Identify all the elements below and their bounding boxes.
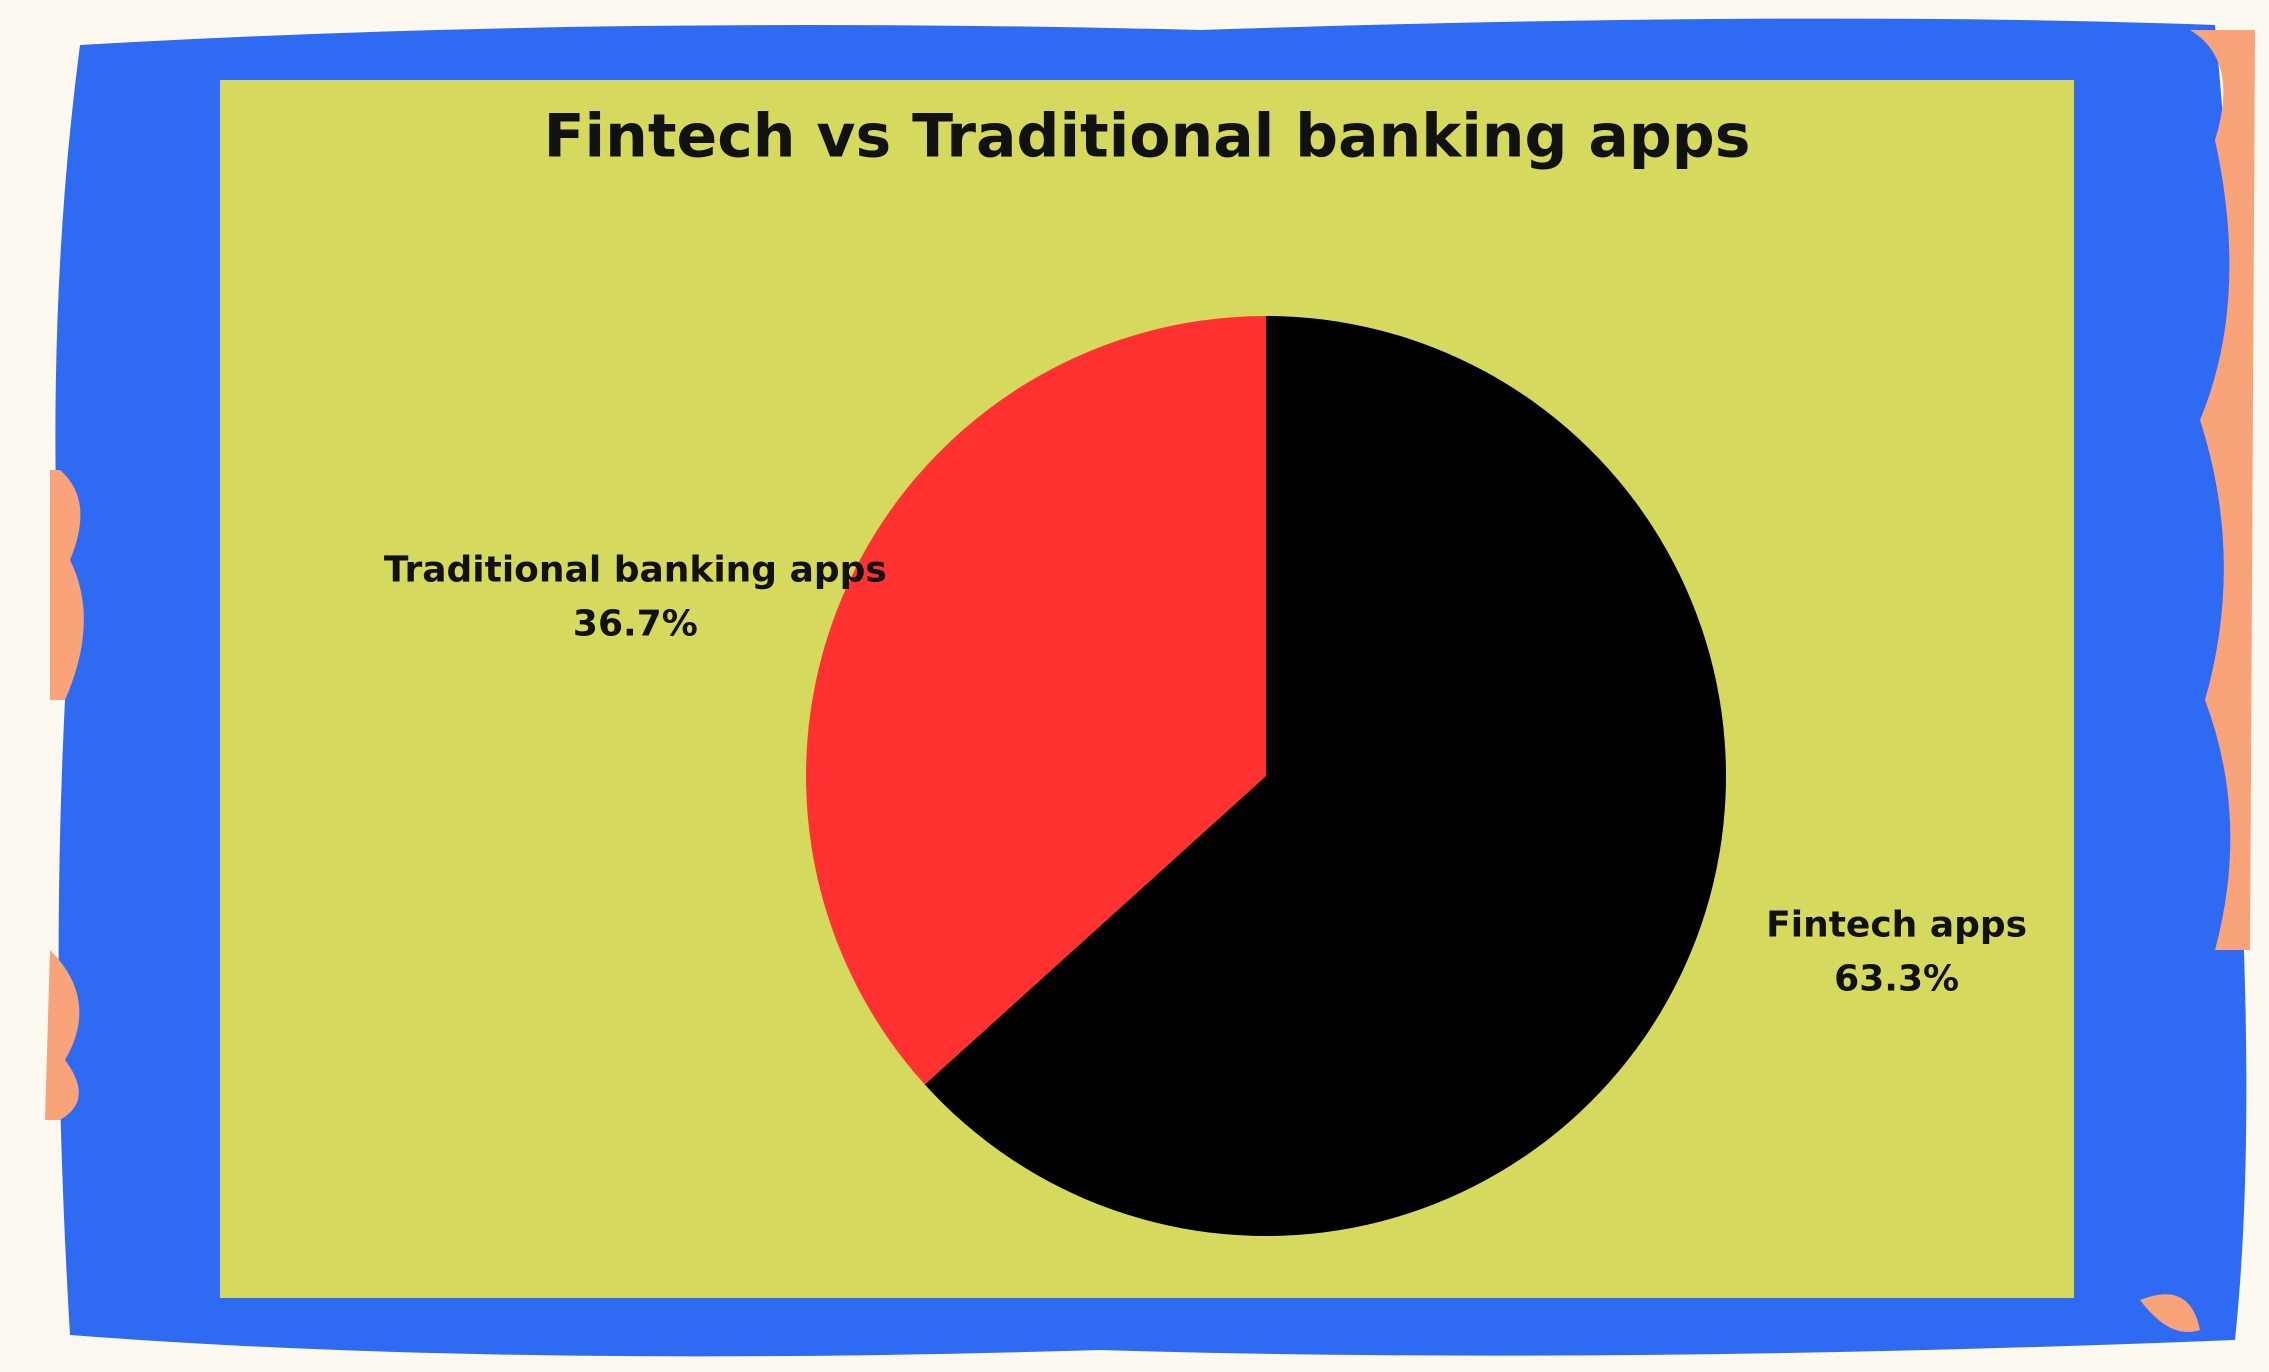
frame-accent xyxy=(2190,30,2255,950)
frame-accent xyxy=(2140,1294,2200,1332)
pie-slice xyxy=(805,316,1266,1085)
slice-label: Fintech apps xyxy=(1766,904,2027,945)
slice-value-label: 63.3% xyxy=(1834,958,1959,999)
frame-accent xyxy=(50,470,84,700)
slice-label: Traditional banking apps xyxy=(384,550,887,591)
slice-value-label: 36.7% xyxy=(573,604,698,645)
frame-accent xyxy=(45,950,80,1120)
chart-title: Fintech vs Traditional banking apps xyxy=(544,102,1751,172)
pie-slice xyxy=(924,316,1726,1236)
